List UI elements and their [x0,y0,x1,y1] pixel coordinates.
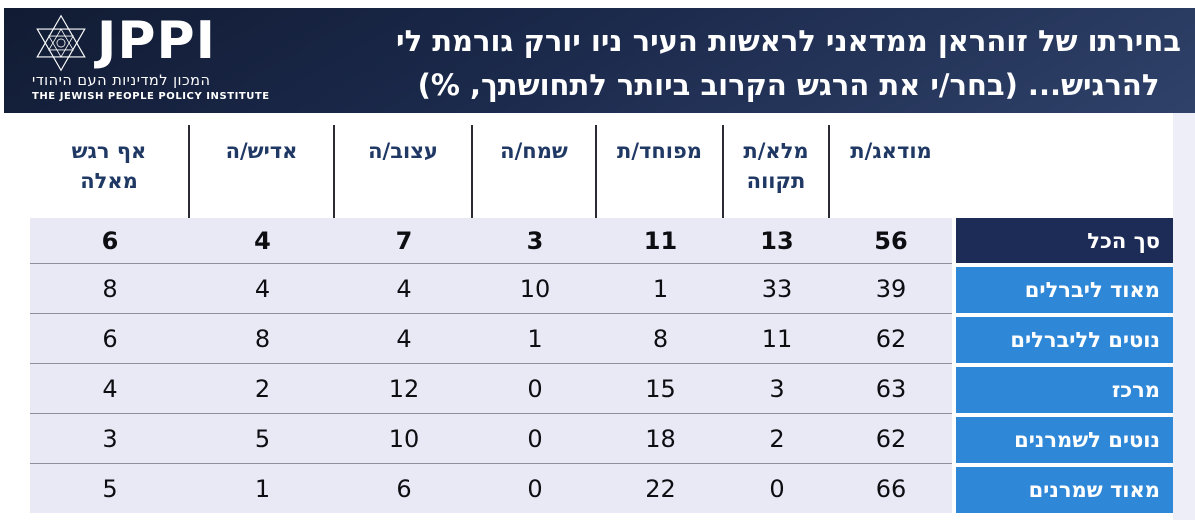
value-cell: 4 [335,313,473,363]
column-header-afraid: מפוחד/ת [597,125,724,218]
value-cell: 3 [30,413,190,463]
row-label-column-header [952,125,1173,218]
row-label: נוטים לליברלים [952,313,1173,363]
value-cell: 0 [473,413,597,463]
chart-title-line1: בחירתו של זוהראן ממדאני לראשות העיר ניו … [396,24,1181,58]
value-cell: 4 [190,263,335,313]
chart-title-line2: להרגיש... (בחר/י את הרגש הקרוב ביותר לתח… [417,68,1160,102]
value-cell: 18 [597,413,724,463]
row-label: מאוד ליברלים [952,263,1173,313]
table-row-very-liberal: מאוד ליברלים 39 33 1 10 4 4 8 [30,263,1173,313]
value-cell: 4 [190,218,335,263]
value-cell: 2 [190,363,335,413]
value-cell: 62 [830,313,952,363]
value-cell: 3 [724,363,830,413]
value-cell: 1 [473,313,597,363]
column-header-worried: מודאג/ת [830,125,952,218]
chart-title: בחירתו של זוהראן ממדאני לראשות העיר ניו … [392,19,1185,107]
column-header-sad: עצוב/ה [335,125,473,218]
logo-name-english: THE JEWISH PEOPLE POLICY INSTITUTE [32,91,270,102]
value-cell: 3 [473,218,597,263]
value-cell: 62 [830,413,952,463]
header-row: מודאג/ת מלא/ת תקווה מפוחד/ת שמח/ה עצוב/ה… [30,125,1173,218]
value-cell: 13 [724,218,830,263]
value-cell: 8 [597,313,724,363]
value-cell: 0 [724,463,830,513]
value-cell: 39 [830,263,952,313]
right-margin-strip [1173,113,1195,520]
value-cell: 2 [724,413,830,463]
results-table: מודאג/ת מלא/ת תקווה מפוחד/ת שמח/ה עצוב/ה… [30,125,1173,513]
logo-row: JPPI [32,14,270,72]
value-cell: 0 [473,463,597,513]
column-header-indifferent: אדיש/ה [190,125,335,218]
value-cell: 7 [335,218,473,263]
value-cell: 6 [30,313,190,363]
table-row-center: מרכז 63 3 15 0 12 2 4 [30,363,1173,413]
value-cell: 5 [30,463,190,513]
value-cell: 11 [724,313,830,363]
column-header-hopeful: מלא/ת תקווה [724,125,830,218]
value-cell: 56 [830,218,952,263]
value-cell: 6 [30,218,190,263]
table-row-very-conservative: מאוד שמרנים 66 0 22 0 6 1 5 [30,463,1173,513]
value-cell: 4 [30,363,190,413]
value-cell: 12 [335,363,473,413]
logo-acronym: JPPI [97,11,216,71]
row-label: נוטים לשמרנים [952,413,1173,463]
jppi-logo: JPPI המכון למדיניות העם היהודי THE JEWIS… [32,14,270,102]
row-label: מאוד שמרנים [952,463,1173,513]
column-header-happy: שמח/ה [473,125,597,218]
table-row-total: סך הכל 56 13 11 3 7 4 6 [30,218,1173,263]
table-row-lean-conservative: נוטים לשמרנים 62 2 18 0 10 5 3 [30,413,1173,463]
value-cell: 8 [190,313,335,363]
value-cell: 1 [597,263,724,313]
logo-name-hebrew: המכון למדיניות העם היהודי [32,73,211,89]
value-cell: 10 [335,413,473,463]
value-cell: 22 [597,463,724,513]
header-band: JPPI המכון למדיניות העם היהודי THE JEWIS… [4,8,1195,113]
value-cell: 0 [473,363,597,413]
row-label: מרכז [952,363,1173,413]
value-cell: 11 [597,218,724,263]
star-of-david-icon [36,14,86,72]
value-cell: 10 [473,263,597,313]
value-cell: 33 [724,263,830,313]
row-label: סך הכל [952,218,1173,263]
value-cell: 6 [335,463,473,513]
value-cell: 63 [830,363,952,413]
value-cell: 8 [30,263,190,313]
value-cell: 1 [190,463,335,513]
value-cell: 15 [597,363,724,413]
value-cell: 4 [335,263,473,313]
column-header-none-of-these: אף רגש מאלה [30,125,190,218]
value-cell: 66 [830,463,952,513]
value-cell: 5 [190,413,335,463]
table-row-lean-liberal: נוטים לליברלים 62 11 8 1 4 8 6 [30,313,1173,363]
